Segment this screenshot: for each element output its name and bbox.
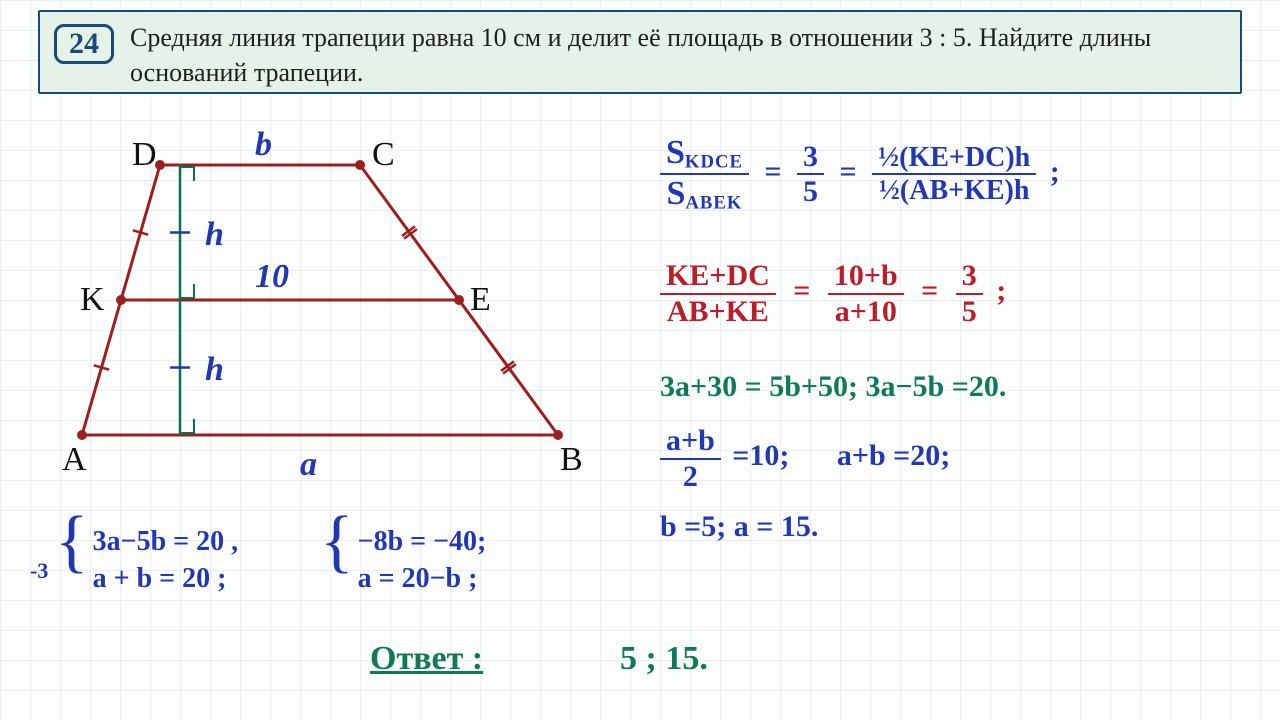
svg-text:C: C [372,136,395,173]
svg-text:A: A [62,441,87,478]
trapezoid-diagram: A B C D K E b 10 a h h [40,125,620,495]
svg-text:b: b [255,126,272,163]
svg-text:D: D [132,136,157,173]
system-left: { 3a−5b = 20 , a + b = 20 ; [55,510,238,598]
eq-midline: a+b2 =10; a+b =20; [660,425,950,492]
problem-text: Средняя линия трапеции равна 10 см и дел… [130,20,1222,90]
svg-text:a: a [300,446,317,483]
eq-substituted: KE+DCAB+KE = 10+ba+10 = 35 ; [660,260,1006,327]
eq-expanded: 3a+30 = 5b+50; 3a−5b =20. [660,370,1006,404]
eq-solution: b =5; a = 15. [660,510,818,544]
answer-value: 5 ; 15. [620,640,708,678]
worksheet-page: { "problem":{ "number":"24", "text":"Сре… [0,0,1280,720]
svg-text:K: K [80,281,105,318]
answer-label: Ответ : [370,640,483,678]
svg-text:E: E [470,281,491,318]
mult-minus3: -3 [30,558,48,584]
svg-text:h: h [205,216,224,253]
eq-area-ratio: SKDCE SABEK = 35 = ½(KE+DC)h ½(AB+KE)h ; [660,135,1060,214]
svg-text:10: 10 [255,258,289,295]
svg-text:B: B [560,441,583,478]
problem-box: 24 Средняя линия трапеции равна 10 см и … [38,10,1242,94]
problem-number: 24 [54,24,114,64]
svg-text:h: h [205,351,224,388]
system-right: { −8b = −40; a = 20−b ; [320,510,486,598]
